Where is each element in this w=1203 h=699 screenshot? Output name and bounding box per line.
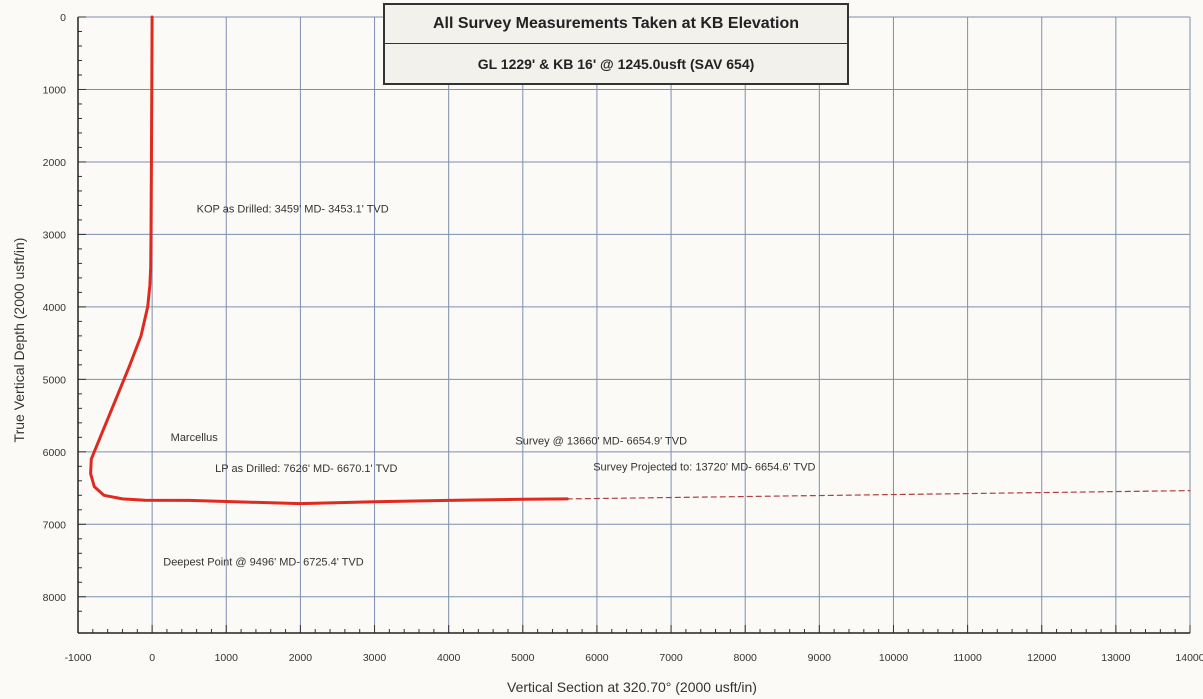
annotation-label: Survey Projected to: 13720' MD- 6654.6' … (593, 462, 815, 474)
y-tick-label: 3000 (43, 229, 67, 241)
x-tick-label: 2000 (289, 652, 313, 664)
y-tick-labels: 0 1000 2000 3000 4000 5000 6000 7000 8000 (43, 12, 67, 604)
y-tick-label: 8000 (43, 592, 67, 604)
x-tick-label: -1000 (65, 652, 92, 664)
annotation-label: Survey @ 13660' MD- 6654.9' TVD (515, 436, 687, 448)
x-tick-label: 11000 (953, 652, 982, 664)
x-tick-label: 5000 (511, 652, 535, 664)
minor-ticks (77, 16, 1191, 633)
survey-header-line2: GL 1229' & KB 16' @ 1245.0usft (SAV 654) (477, 56, 755, 72)
annotation-label: LP as Drilled: 7626' MD- 6670.1' TVD (215, 463, 397, 475)
x-tick-label: 12000 (1027, 652, 1056, 664)
x-tick-label: 7000 (659, 652, 683, 664)
x-tick-label: 4000 (437, 652, 461, 664)
survey-header-line1: All Survey Measurements Taken at KB Elev… (385, 5, 847, 44)
y-tick-label: 0 (60, 12, 66, 24)
x-tick-label: 14000 (1175, 652, 1203, 664)
y-tick-label: 6000 (43, 447, 67, 459)
x-tick-label: 13000 (1101, 652, 1130, 664)
y-tick-label: 5000 (43, 374, 67, 386)
annotations: KOP as Drilled: 3459' MD- 3453.1' TVD Mar… (163, 204, 815, 569)
x-tick-label: 0 (149, 652, 155, 664)
grid-lines (77, 16, 1191, 633)
y-tick-label: 4000 (43, 302, 67, 314)
series-group (89, 15, 1191, 506)
x-tick-label: 6000 (585, 652, 609, 664)
annotation-label: Marcellus (171, 432, 219, 444)
x-tick-label: 3000 (363, 652, 387, 664)
wellbore-path-line (89, 15, 569, 506)
x-axis-title: Vertical Section at 320.70° (2000 usft/i… (507, 679, 757, 695)
annotation-label: Deepest Point @ 9496' MD- 6725.4' TVD (163, 557, 363, 569)
x-tick-label: 10000 (879, 652, 908, 664)
x-tick-label: 8000 (734, 652, 758, 664)
y-tick-label: 7000 (43, 519, 67, 531)
y-axis-title: True Vertical Depth (2000 usft/in) (11, 238, 27, 443)
survey-header-box: All Survey Measurements Taken at KB Elev… (383, 3, 849, 85)
y-tick-label: 2000 (43, 157, 67, 169)
y-tick-label: 1000 (43, 84, 67, 96)
projection-dashed-line (566, 490, 1191, 500)
annotation-label: KOP as Drilled: 3459' MD- 3453.1' TVD (197, 204, 389, 216)
x-tick-label: 9000 (808, 652, 832, 664)
x-tick-labels: -1000 0 1000 2000 3000 4000 5000 6000 7000 8000 90… (65, 652, 1203, 664)
x-tick-label: 1000 (215, 652, 239, 664)
